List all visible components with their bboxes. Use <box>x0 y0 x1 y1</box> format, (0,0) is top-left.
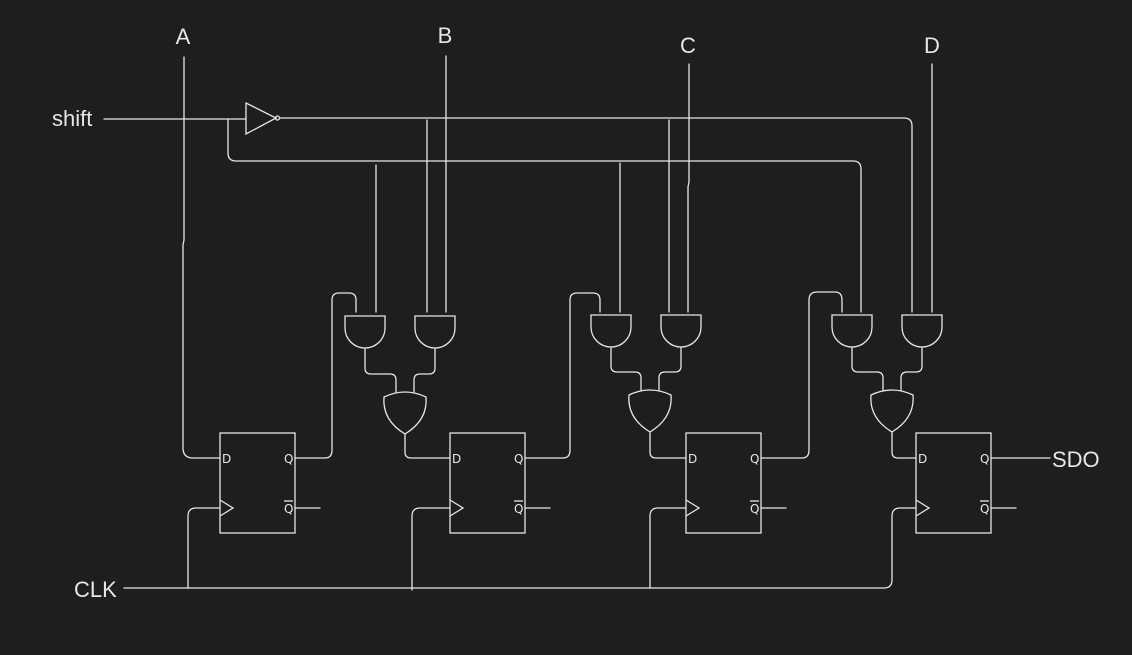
not-gate-bubble <box>274 115 281 121</box>
and-gate-2a <box>590 314 632 348</box>
wire-clk <box>123 507 917 589</box>
ff1-pin-q: Q <box>284 452 293 466</box>
wire-clk-ff1 <box>187 507 221 589</box>
label-input-a: A <box>176 24 191 49</box>
label-sdo: SDO <box>1052 447 1100 472</box>
wire-ff1-q <box>294 292 357 459</box>
wire-clk-ff3 <box>649 507 687 589</box>
label-input-c: C <box>680 33 696 58</box>
wire-input-a <box>182 56 221 459</box>
or-gate-2 <box>628 389 672 433</box>
wire-and1b-or1 <box>413 347 436 393</box>
label-input-d: D <box>924 33 940 58</box>
wire-and3a-or3 <box>851 346 884 391</box>
wire-clk-ff2 <box>411 507 451 591</box>
wire-ff3-q <box>760 291 843 459</box>
ff1-pin-qbar: Q <box>284 502 293 516</box>
ff3-pin-q: Q <box>750 452 759 466</box>
ff4-pin-d: D <box>918 452 927 466</box>
ff3-pin-qbar: Q <box>750 502 759 516</box>
ff4-pin-q: Q <box>980 452 989 466</box>
flip-flop-1: D Q Q <box>219 432 296 534</box>
and-gate-3b <box>901 314 943 348</box>
and-gate-3a <box>831 314 873 348</box>
wire-and1a-or1 <box>364 347 397 393</box>
flip-flop-3: D Q Q <box>685 432 762 534</box>
flip-flop-2: D Q Q <box>449 432 526 534</box>
wire-or2-ff3 <box>649 431 687 459</box>
label-input-b: B <box>438 23 453 48</box>
and-gate-1b <box>414 315 456 349</box>
and-gate-1a <box>344 315 386 349</box>
or-gate-1 <box>383 391 427 435</box>
wire-or3-ff4 <box>891 431 917 459</box>
wire-and3b-or3 <box>900 346 923 391</box>
or-gate-3 <box>870 389 914 433</box>
wire-input-c <box>687 63 690 313</box>
wire-and2a-or2 <box>610 346 642 391</box>
ff1-pin-d: D <box>222 452 231 466</box>
label-shift: shift <box>52 106 92 131</box>
ff2-pin-qbar: Q <box>514 502 523 516</box>
wire-or1-ff2 <box>404 433 451 459</box>
and-gate-2b <box>660 314 702 348</box>
ff3-pin-d: D <box>688 452 697 466</box>
ff4-pin-qbar: Q <box>980 502 989 516</box>
ff2-pin-q: Q <box>514 452 523 466</box>
ff2-pin-d: D <box>452 452 461 466</box>
wire-ff2-q <box>524 292 601 459</box>
flip-flop-4: D Q Q <box>915 432 992 534</box>
wire-shift-inverted <box>279 117 913 313</box>
wire-shift-bus <box>227 118 862 313</box>
wire-and2b-or2 <box>658 346 682 391</box>
label-clk: CLK <box>74 577 117 602</box>
not-gate <box>245 101 278 136</box>
